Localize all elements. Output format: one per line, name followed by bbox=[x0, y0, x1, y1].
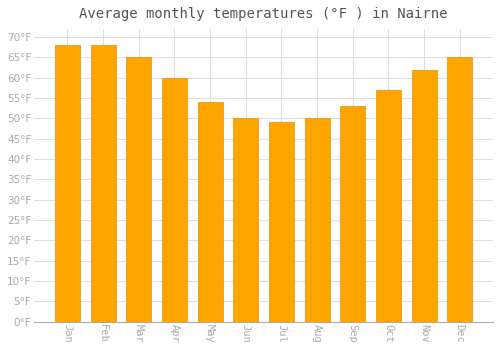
Bar bbox=[234, 118, 258, 322]
Bar bbox=[162, 78, 187, 322]
Bar bbox=[412, 70, 436, 322]
Title: Average monthly temperatures (°F ) in Nairne: Average monthly temperatures (°F ) in Na… bbox=[80, 7, 448, 21]
Bar bbox=[447, 57, 472, 322]
Bar bbox=[269, 122, 294, 322]
Bar bbox=[55, 45, 80, 322]
Bar bbox=[304, 118, 330, 322]
Bar bbox=[340, 106, 365, 322]
Bar bbox=[376, 90, 401, 322]
Bar bbox=[198, 102, 222, 322]
Bar bbox=[126, 57, 151, 322]
Bar bbox=[90, 45, 116, 322]
